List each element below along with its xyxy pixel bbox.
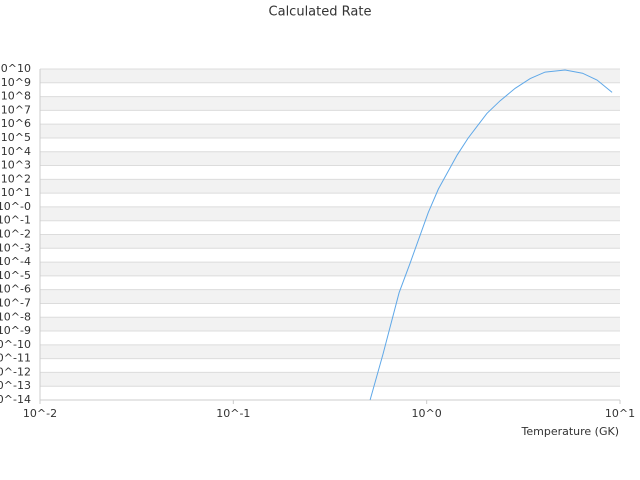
y-tick-label: 10^-8	[0, 310, 31, 323]
y-tick-label: 10^-9	[0, 324, 31, 337]
y-tick-label: 10^5	[1, 131, 31, 144]
grid-band	[40, 151, 620, 166]
data-line	[369, 69, 613, 401]
y-tick-label: 10^3	[1, 159, 31, 172]
x-tick-label: 10^-2	[23, 407, 57, 420]
grid-band	[40, 124, 620, 138]
grid-band	[40, 69, 620, 83]
grid-band	[40, 344, 620, 359]
x-tick-label: 10^1	[605, 407, 635, 420]
chart-title: Calculated Rate	[269, 5, 372, 20]
grid-band	[40, 262, 620, 276]
y-tick-label: 10^-12	[0, 365, 31, 378]
y-tick-label: 10^10	[0, 62, 31, 75]
y-tick-label: 10^-2	[0, 228, 31, 241]
y-tick-label: 10^-3	[0, 241, 31, 254]
y-tick-label: 10^-0	[0, 200, 31, 213]
y-tick-label: 10^6	[1, 117, 31, 130]
y-tick-label: 10^9	[1, 76, 31, 89]
y-tick-label: 10^-7	[0, 296, 31, 309]
y-tick-label: 10^-14	[0, 393, 31, 406]
grid-band	[40, 96, 620, 111]
y-tick-label: 10^-13	[0, 379, 31, 392]
grid-band	[40, 317, 620, 332]
x-tick-label: 10^-1	[216, 407, 250, 420]
y-tick-label: 10^-4	[0, 255, 31, 268]
grid-band	[40, 206, 620, 221]
grid-band	[40, 372, 620, 387]
y-tick-label: 10^8	[1, 90, 31, 103]
x-axis-title: Temperature (GK)	[521, 425, 620, 438]
y-tick-label: 10^1	[1, 186, 31, 199]
grid-band	[40, 179, 620, 194]
y-tick-label: 10^-6	[0, 283, 31, 296]
y-tick-label: 10^7	[1, 103, 31, 116]
y-tick-label: 10^-5	[0, 269, 31, 282]
grid-band	[40, 234, 620, 249]
x-tick-label: 10^0	[412, 407, 442, 420]
grid-band	[40, 289, 620, 304]
y-tick-label: 10^-11	[0, 352, 31, 365]
y-tick-label: 10^-1	[0, 214, 31, 227]
y-tick-label: 10^-10	[0, 338, 31, 351]
y-tick-label: 10^4	[1, 145, 31, 158]
y-tick-label: 10^2	[1, 172, 31, 185]
